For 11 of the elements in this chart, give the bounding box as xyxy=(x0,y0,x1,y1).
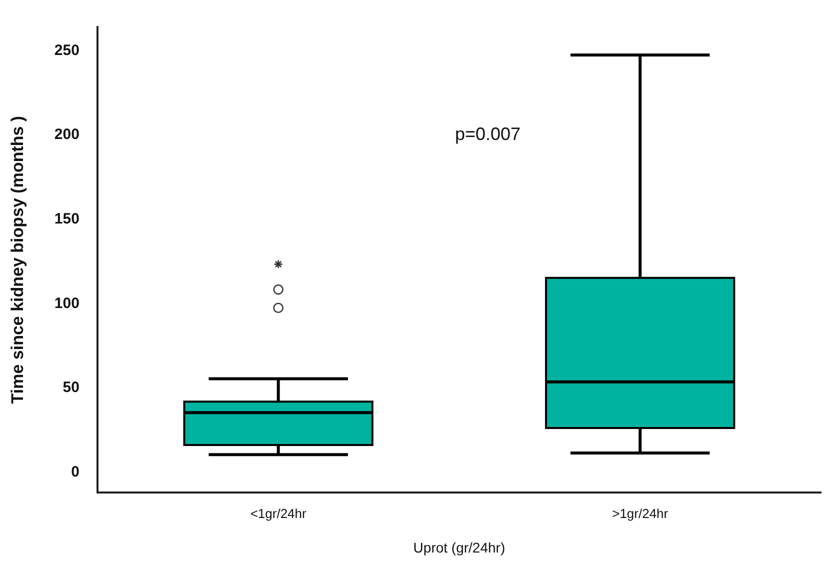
y-tick-label: 100 xyxy=(54,294,80,312)
y-tick-label: 200 xyxy=(54,126,80,144)
y-axis-title: Time since kidney biopsy (months ) xyxy=(8,116,27,404)
annotation: p=0.007 xyxy=(455,124,521,145)
x-axis-title: Uprot (gr/24hr) xyxy=(413,539,506,556)
x-tick-label: >1gr/24hr xyxy=(612,506,669,521)
y-tick-label: 250 xyxy=(54,42,80,59)
y-tick-label: 150 xyxy=(54,210,80,228)
y-tick-label: 0 xyxy=(71,463,80,480)
y-tick-label: 50 xyxy=(62,379,80,396)
x-tick-label: <1gr/24hr xyxy=(250,506,307,521)
